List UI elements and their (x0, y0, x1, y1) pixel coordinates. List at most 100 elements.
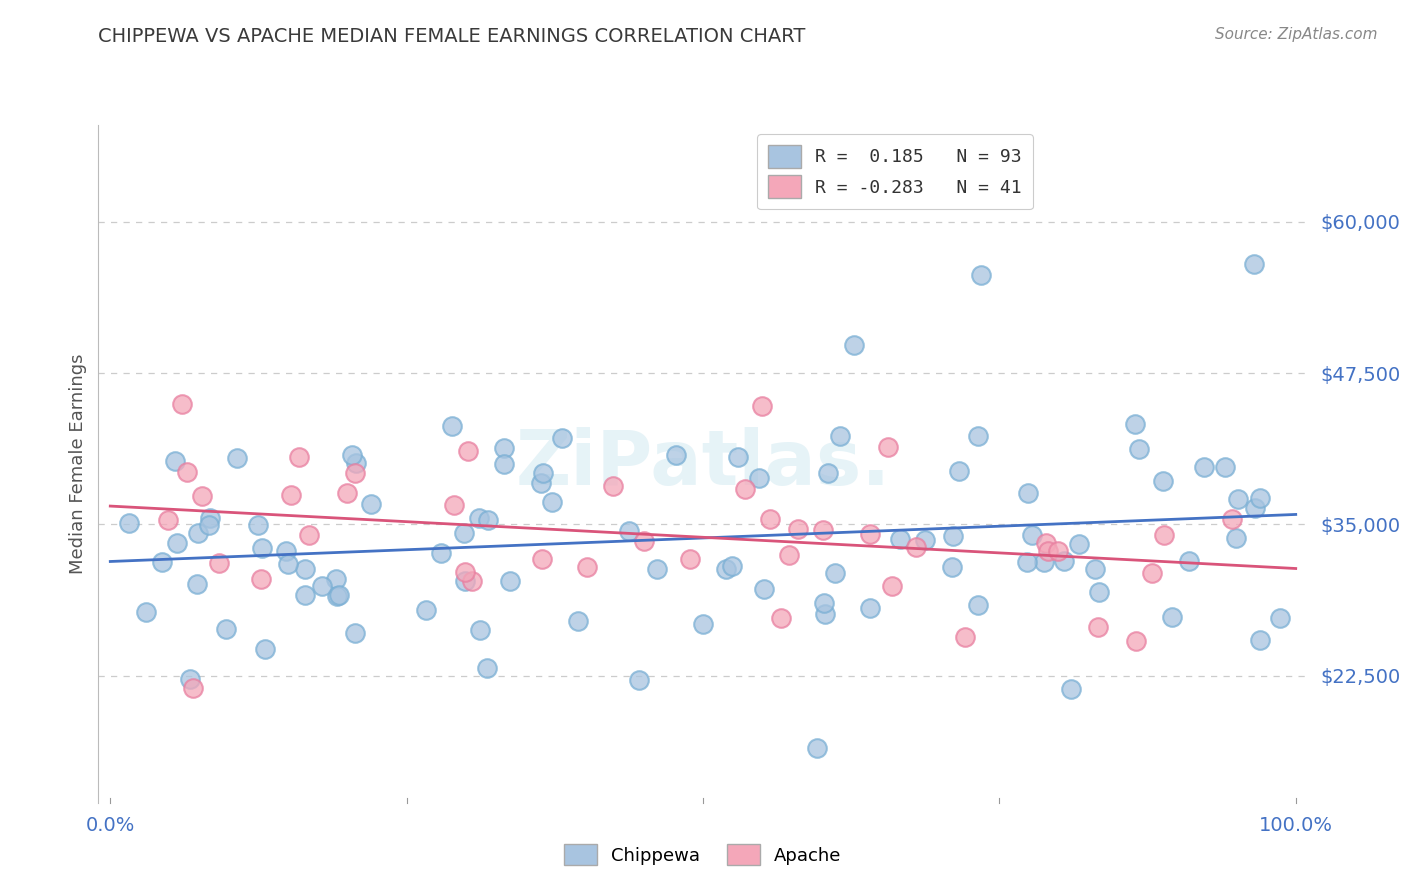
Point (942, 529, 965, 543)
Text: ZiPatlas.: ZiPatlas. (516, 427, 890, 500)
Point (817, 466, 839, 480)
Point (734, 482, 756, 496)
Point (1084, 562, 1107, 576)
Point (453, 526, 475, 541)
Point (575, 560, 598, 574)
Point (1123, 417, 1146, 432)
Point (475, 661, 498, 675)
Point (117, 516, 139, 531)
Point (454, 574, 477, 589)
Point (1017, 555, 1039, 569)
Point (1249, 491, 1271, 506)
Point (1153, 528, 1175, 542)
Point (665, 448, 688, 462)
Point (215, 623, 238, 637)
Point (346, 457, 368, 471)
Point (541, 495, 564, 509)
Point (567, 614, 589, 628)
Point (460, 574, 482, 588)
Point (678, 551, 700, 566)
Point (778, 548, 800, 562)
Point (786, 522, 808, 536)
Point (1087, 620, 1109, 634)
Point (294, 588, 316, 602)
Point (172, 397, 194, 411)
Point (633, 533, 655, 548)
Point (1152, 474, 1174, 488)
Point (1244, 501, 1267, 516)
Point (179, 672, 201, 686)
Point (1140, 566, 1163, 580)
Point (477, 512, 499, 526)
Point (1128, 442, 1150, 456)
Point (274, 544, 297, 558)
Point (247, 518, 270, 533)
Point (181, 681, 204, 696)
Point (1192, 460, 1215, 475)
Point (135, 605, 157, 619)
Point (1088, 585, 1111, 599)
Point (344, 466, 367, 480)
Point (758, 511, 780, 525)
Point (966, 598, 988, 612)
Point (531, 467, 554, 481)
Point (166, 535, 188, 549)
Point (948, 465, 970, 479)
Point (914, 533, 936, 547)
Point (830, 429, 852, 443)
Point (288, 450, 311, 465)
Point (714, 562, 737, 576)
Point (627, 673, 650, 687)
Point (1069, 537, 1091, 551)
Point (443, 498, 465, 512)
Point (1036, 543, 1059, 558)
Point (152, 555, 174, 569)
Point (198, 518, 221, 533)
Legend: R =  0.185   N = 93, R = -0.283   N = 41: R = 0.185 N = 93, R = -0.283 N = 41 (758, 134, 1032, 210)
Legend: Chippewa, Apache: Chippewa, Apache (555, 835, 851, 874)
Point (340, 448, 363, 462)
Point (1046, 543, 1069, 558)
Point (806, 741, 828, 756)
Point (531, 551, 554, 566)
Point (454, 565, 477, 579)
Point (1060, 681, 1083, 696)
Point (1021, 527, 1043, 541)
Point (882, 579, 904, 593)
Point (1213, 459, 1236, 474)
Text: CHIPPEWA VS APACHE MEDIAN FEMALE EARNINGS CORRELATION CHART: CHIPPEWA VS APACHE MEDIAN FEMALE EARNING… (98, 27, 806, 45)
Point (325, 572, 347, 586)
Point (298, 528, 321, 542)
Point (250, 572, 273, 586)
Point (1249, 633, 1271, 648)
Point (415, 603, 437, 617)
Point (176, 465, 198, 479)
Point (1052, 554, 1074, 568)
Point (692, 617, 714, 632)
Point (905, 540, 928, 554)
Point (1125, 633, 1147, 648)
Point (468, 511, 491, 525)
Point (814, 607, 837, 621)
Point (859, 526, 882, 541)
Point (440, 419, 463, 434)
Point (751, 399, 773, 413)
Point (941, 560, 963, 574)
Point (530, 475, 553, 490)
Point (1243, 257, 1265, 271)
Point (191, 489, 214, 503)
Point (721, 559, 744, 574)
Point (770, 611, 793, 625)
Point (311, 579, 333, 593)
Point (468, 623, 491, 637)
Point (1226, 492, 1249, 507)
Point (187, 526, 209, 541)
Point (429, 545, 451, 559)
Point (294, 562, 316, 576)
Point (889, 532, 911, 546)
Point (813, 595, 835, 609)
Point (842, 338, 865, 352)
Point (280, 488, 302, 502)
Point (1161, 610, 1184, 624)
Point (344, 625, 367, 640)
